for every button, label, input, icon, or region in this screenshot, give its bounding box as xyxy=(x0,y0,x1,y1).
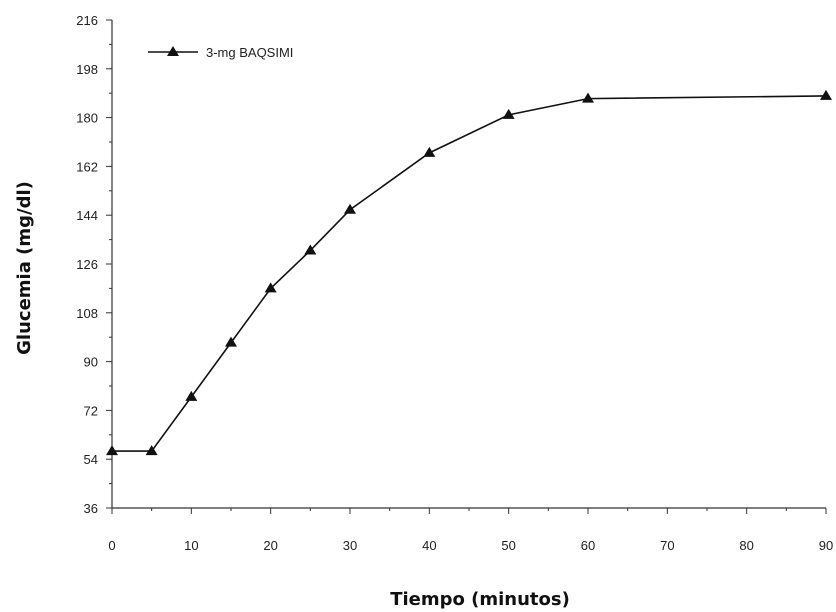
y-tick-label: 72 xyxy=(84,403,98,418)
data-point-triangle xyxy=(820,89,832,100)
data-point-triangle xyxy=(264,282,277,293)
y-tick-label: 198 xyxy=(76,62,98,77)
series-group xyxy=(106,89,832,456)
legend: 3-mg BAQSIMI xyxy=(148,45,293,60)
y-tick-label: 180 xyxy=(76,111,98,126)
x-tick-label: 70 xyxy=(660,538,674,553)
legend-marker-triangle xyxy=(167,46,179,56)
data-point-triangle xyxy=(225,336,237,347)
x-tick-label: 50 xyxy=(501,538,515,553)
data-point-triangle xyxy=(145,445,158,456)
series-line xyxy=(112,95,827,452)
data-point-triangle xyxy=(185,390,198,401)
legend-label: 3-mg BAQSIMI xyxy=(206,45,293,60)
data-point-triangle xyxy=(344,203,356,214)
data-point-triangle xyxy=(502,108,515,119)
x-tick-label: 80 xyxy=(739,538,753,553)
x-tick-label: 40 xyxy=(422,538,436,553)
x-tick-label: 10 xyxy=(184,538,198,553)
y-tick-label: 126 xyxy=(76,257,98,272)
x-tick-label: 60 xyxy=(581,538,595,553)
chart-axes xyxy=(111,20,826,509)
y-tick-label: 36 xyxy=(84,501,98,516)
data-point-triangle xyxy=(304,244,317,255)
y-axis-ticks: 36 54 72 90 108 126 144 162 180 198 216 xyxy=(76,13,112,516)
y-tick-label: 90 xyxy=(84,355,98,370)
y-axis-title: Glucemia (mg/dl) xyxy=(14,181,35,355)
x-tick-label: 20 xyxy=(263,538,277,553)
y-tick-label: 54 xyxy=(84,452,98,467)
y-tick-label: 216 xyxy=(76,13,98,28)
data-point-triangle xyxy=(423,146,436,157)
x-tick-label: 90 xyxy=(819,538,833,553)
data-point-triangle xyxy=(106,445,118,456)
y-tick-label: 162 xyxy=(76,159,98,174)
y-tick-label: 144 xyxy=(76,208,98,223)
y-tick-label: 108 xyxy=(76,306,98,321)
data-point-triangle xyxy=(582,92,594,103)
x-tick-label: 0 xyxy=(108,538,115,553)
x-axis-title: Tiempo (minutos) xyxy=(390,589,570,610)
x-axis-ticks: 0 10 20 30 40 50 60 70 80 90 xyxy=(108,508,833,553)
x-tick-label: 30 xyxy=(343,538,357,553)
